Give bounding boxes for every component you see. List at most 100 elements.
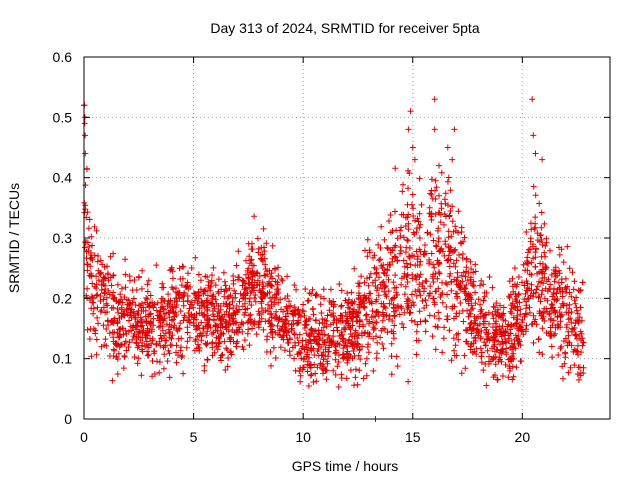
data-point — [579, 342, 586, 349]
data-point — [267, 348, 274, 355]
data-point — [295, 306, 302, 313]
data-point — [559, 286, 566, 293]
data-point — [498, 325, 505, 332]
data-point — [292, 307, 299, 314]
data-point — [318, 352, 325, 359]
data-point — [381, 282, 388, 289]
data-point — [269, 294, 276, 301]
data-point — [102, 336, 109, 343]
data-point — [553, 297, 560, 304]
data-point — [458, 229, 465, 235]
data-point — [263, 240, 270, 247]
data-point — [565, 328, 572, 335]
data-point — [507, 291, 514, 298]
data-point — [249, 325, 256, 332]
data-point — [366, 331, 373, 337]
data-point — [136, 328, 143, 335]
data-point — [398, 281, 405, 288]
data-point — [173, 289, 179, 295]
data-point — [300, 308, 307, 315]
data-point — [344, 290, 351, 297]
data-point — [323, 376, 330, 383]
data-point — [524, 285, 531, 292]
data-point — [519, 317, 526, 323]
data-point — [357, 356, 364, 363]
data-point — [542, 263, 549, 270]
data-point — [218, 286, 225, 293]
data-point — [507, 308, 514, 315]
data-point — [149, 358, 156, 364]
data-point — [116, 332, 123, 339]
data-point — [467, 258, 474, 265]
data-point — [100, 296, 107, 303]
data-point — [243, 286, 250, 292]
data-point — [354, 335, 361, 342]
data-point — [236, 326, 243, 333]
data-point — [534, 283, 541, 290]
data-point — [477, 334, 484, 340]
data-point — [389, 318, 396, 324]
data-point — [516, 338, 523, 345]
data-point — [538, 268, 545, 275]
data-point — [254, 282, 261, 289]
data-point — [301, 355, 308, 362]
data-point — [419, 297, 426, 304]
data-point — [416, 175, 423, 182]
data-point — [439, 279, 446, 286]
data-point — [349, 343, 356, 350]
data-point — [463, 338, 469, 345]
data-point — [326, 344, 333, 351]
data-point — [268, 321, 275, 328]
data-point — [186, 319, 193, 326]
data-point — [84, 267, 91, 274]
data-point — [458, 370, 465, 377]
data-point — [426, 256, 433, 263]
data-point — [84, 285, 91, 292]
data-point — [100, 304, 107, 311]
data-point — [417, 318, 424, 325]
data-point — [554, 296, 561, 302]
data-point — [558, 246, 565, 253]
data-point — [409, 191, 416, 198]
data-point — [497, 349, 503, 356]
data-point — [448, 357, 455, 364]
data-point — [430, 295, 437, 302]
data-point — [576, 288, 583, 294]
data-point — [514, 316, 520, 323]
data-point — [565, 310, 572, 316]
data-point — [169, 309, 176, 316]
data-point — [493, 312, 499, 319]
data-point — [159, 295, 166, 302]
data-point — [444, 144, 451, 151]
data-point — [507, 330, 514, 337]
data-point — [426, 210, 433, 217]
data-point — [104, 302, 111, 309]
data-point — [490, 343, 497, 350]
data-point — [232, 290, 239, 297]
data-point — [411, 156, 418, 163]
data-point — [487, 358, 494, 365]
data-point — [192, 338, 199, 345]
data-point — [390, 328, 397, 335]
data-point — [265, 301, 271, 308]
data-point — [416, 224, 423, 231]
data-point — [312, 327, 319, 334]
data-point — [258, 305, 265, 312]
data-point — [428, 176, 435, 183]
data-point — [271, 299, 278, 306]
data-point — [434, 324, 441, 331]
data-point — [255, 308, 262, 315]
data-point — [509, 343, 516, 350]
data-point — [288, 327, 295, 333]
data-point — [82, 206, 89, 213]
data-point — [178, 354, 185, 361]
data-point — [533, 286, 540, 293]
data-point — [571, 362, 578, 369]
data-point — [132, 314, 139, 321]
data-point — [532, 254, 539, 261]
data-point — [444, 291, 451, 298]
data-point — [324, 312, 331, 319]
data-point — [268, 314, 275, 321]
data-point — [435, 235, 442, 242]
data-point — [556, 309, 563, 315]
